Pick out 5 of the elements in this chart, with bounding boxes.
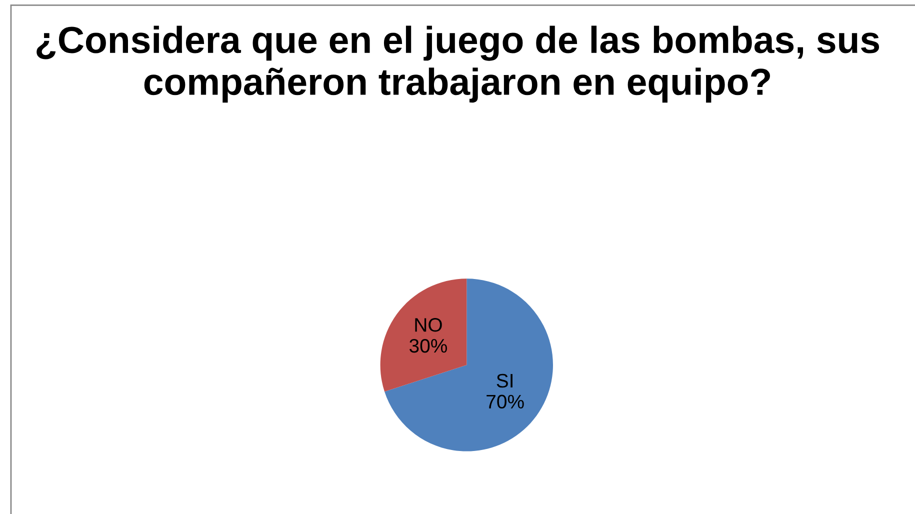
data-label: 30% [410, 338, 447, 353]
slice-label: NO [415, 318, 442, 332]
data-label: 70% [486, 394, 524, 409]
chart-title: ¿Considera que en el juego de las bombas, sus compañeron trabajaron en equipo? [36, 26, 880, 103]
slice-label: SI [496, 374, 512, 388]
